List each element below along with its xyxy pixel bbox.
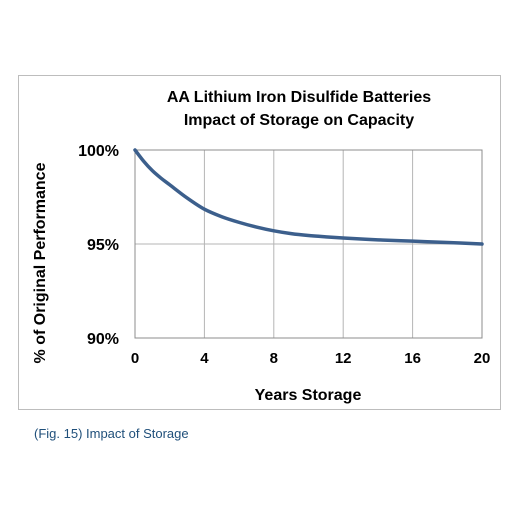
y-axis-label: % of Original Performance bbox=[32, 162, 49, 363]
x-tick-label: 0 bbox=[131, 350, 139, 367]
x-tick-label: 12 bbox=[335, 350, 352, 367]
x-tick-label: 4 bbox=[200, 350, 209, 367]
chart-frame: AA Lithium Iron Disulfide Batteries Impa… bbox=[18, 75, 501, 410]
y-tick-label: 90% bbox=[87, 331, 119, 348]
chart-title-line-1: AA Lithium Iron Disulfide Batteries bbox=[167, 89, 431, 106]
x-tick-label: 8 bbox=[270, 350, 278, 367]
y-tick-label: 95% bbox=[87, 237, 119, 254]
figure-caption: (Fig. 15) Impact of Storage bbox=[34, 426, 189, 441]
line-chart: AA Lithium Iron Disulfide Batteries Impa… bbox=[32, 89, 491, 404]
x-axis-label: Years Storage bbox=[255, 387, 362, 404]
y-tick-label: 100% bbox=[78, 143, 119, 160]
x-tick-label: 16 bbox=[404, 350, 421, 367]
x-tick-label: 20 bbox=[474, 350, 491, 367]
chart-title-line-2: Impact of Storage on Capacity bbox=[184, 112, 414, 129]
series-line bbox=[133, 148, 484, 246]
